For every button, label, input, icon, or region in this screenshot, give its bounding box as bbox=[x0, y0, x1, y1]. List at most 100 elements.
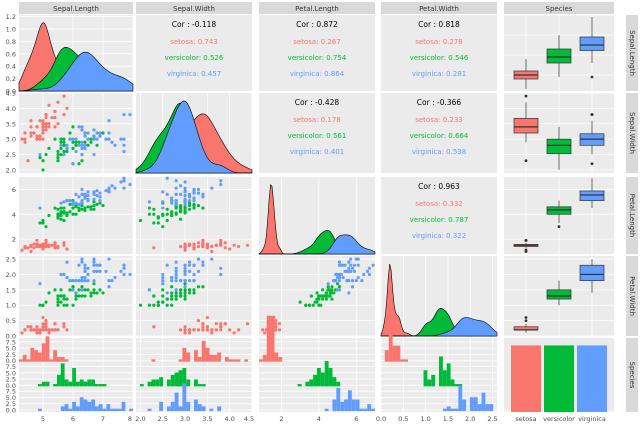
histogram-bar-versicolor bbox=[68, 381, 73, 387]
scatter-point-virginica bbox=[65, 146, 69, 150]
x-tick-label: 4.0 bbox=[225, 415, 235, 423]
scatter-point-virginica bbox=[347, 269, 351, 273]
scatter-point-versicolor bbox=[92, 207, 96, 211]
correlation-virginica: virginica: 0.281 bbox=[412, 70, 466, 78]
scatter-point-setosa bbox=[237, 244, 241, 249]
boxplot-box-virginica bbox=[579, 264, 605, 281]
scatter-point-virginica bbox=[183, 180, 187, 184]
scatter-point-virginica bbox=[80, 288, 84, 292]
scatter-point-virginica bbox=[161, 272, 165, 277]
scatter-point-setosa bbox=[183, 325, 187, 329]
scatter-point-versicolor bbox=[170, 213, 174, 218]
histogram-bar-setosa bbox=[278, 357, 283, 362]
column-strip bbox=[19, 2, 133, 14]
scatter-point-versicolor bbox=[330, 285, 334, 289]
correlation-setosa: setosa: 0.178 bbox=[293, 116, 341, 124]
scatter-point-virginica bbox=[349, 257, 353, 261]
scatter-point-versicolor bbox=[174, 294, 178, 298]
histogram-bar-versicolor bbox=[102, 384, 107, 387]
histogram-bar-virginica bbox=[102, 408, 107, 411]
histogram-bar-setosa bbox=[201, 341, 206, 362]
scatter-point-virginica bbox=[83, 146, 87, 150]
scatter-point-setosa bbox=[232, 331, 236, 335]
scatter-point-virginica bbox=[161, 279, 165, 283]
scatter-point-versicolor bbox=[322, 294, 327, 298]
y-tick-label: 1.0 bbox=[6, 25, 16, 33]
scatter-point-setosa bbox=[274, 325, 278, 329]
scatter-point-setosa bbox=[219, 328, 223, 332]
scatter-point-versicolor bbox=[86, 205, 90, 209]
scatter-point-setosa bbox=[196, 319, 201, 323]
scatter-point-setosa bbox=[183, 244, 187, 249]
histogram-bar-virginica bbox=[481, 392, 486, 411]
scatter-point-setosa bbox=[44, 242, 48, 246]
scatter-point-versicolor bbox=[77, 288, 81, 292]
y-tick-label: 0.5 bbox=[6, 317, 16, 325]
scatter-point-versicolor bbox=[170, 297, 174, 301]
histogram-bar-versicolor bbox=[151, 379, 156, 387]
x-tick-label-species: versicolor bbox=[543, 415, 575, 423]
scatter-point-versicolor bbox=[53, 206, 57, 210]
scatter-point-setosa bbox=[47, 331, 51, 335]
histogram-bar-setosa bbox=[404, 359, 409, 362]
scatter-point-virginica bbox=[92, 191, 96, 195]
histogram-bar-virginica bbox=[347, 390, 352, 411]
scatter-point-versicolor bbox=[156, 303, 160, 307]
scatter-point-setosa bbox=[35, 328, 39, 332]
scatter-point-setosa bbox=[56, 122, 60, 126]
correlation-setosa: setosa: 0.267 bbox=[293, 38, 341, 46]
scatter-point-virginica bbox=[83, 196, 87, 200]
scatter-point-versicolor bbox=[183, 294, 187, 298]
scatter-point-setosa bbox=[261, 328, 265, 332]
scatter-point-versicolor bbox=[192, 206, 196, 210]
histogram-bar-versicolor bbox=[147, 381, 152, 387]
scatter-point-virginica bbox=[68, 279, 72, 283]
scatter-point-virginica bbox=[107, 257, 111, 261]
histogram-bar-versicolor bbox=[159, 377, 164, 387]
scatter-point-versicolor bbox=[65, 303, 69, 307]
histogram-bar-versicolor bbox=[83, 381, 88, 387]
scatter-point-setosa bbox=[210, 328, 214, 332]
boxplot-box-virginica bbox=[579, 36, 605, 51]
histogram-bar-versicolor bbox=[72, 367, 76, 387]
scatter-point-versicolor bbox=[65, 297, 69, 301]
scatter-point-setosa bbox=[47, 125, 51, 129]
correlation-versicolor: versicolor: 0.546 bbox=[410, 54, 469, 62]
histogram-bar-virginica bbox=[64, 404, 69, 411]
histogram-bar-setosa bbox=[19, 359, 23, 362]
histogram-bar-versicolor bbox=[328, 367, 333, 387]
y-tick-label: 4.0 bbox=[6, 105, 16, 113]
column-strip-label: Petal.Length bbox=[295, 5, 339, 13]
species-bar-setosa bbox=[511, 345, 541, 412]
scatter-point-virginica bbox=[196, 257, 201, 261]
correlation-virginica: virginica: 0.457 bbox=[167, 70, 221, 78]
scatter-point-versicolor bbox=[68, 210, 72, 214]
scatter-point-versicolor bbox=[179, 217, 183, 221]
histogram-bar-versicolor bbox=[439, 356, 443, 387]
scatter-point-virginica bbox=[95, 269, 99, 273]
scatter-point-virginica bbox=[77, 195, 81, 199]
scatter-point-virginica bbox=[65, 260, 69, 264]
scatter-point-setosa bbox=[38, 244, 42, 249]
scatter-point-virginica bbox=[119, 180, 123, 184]
scatter-point-virginica bbox=[326, 282, 330, 286]
correlation-total: Cor : -0.366 bbox=[417, 98, 462, 107]
scatter-point-virginica bbox=[165, 291, 169, 295]
scatter-point-setosa bbox=[214, 322, 218, 326]
histogram-bar-versicolor bbox=[166, 379, 171, 387]
scatter-point-versicolor bbox=[335, 282, 340, 286]
scatter-point-versicolor bbox=[59, 140, 63, 144]
scatter-point-versicolor bbox=[71, 303, 75, 307]
scatter-point-setosa bbox=[32, 131, 36, 135]
y-tick-label: 0.2 bbox=[6, 75, 16, 83]
histogram-bar-virginica bbox=[462, 399, 467, 411]
scatter-point-versicolor bbox=[59, 210, 63, 214]
scatter-point-setosa bbox=[201, 325, 205, 329]
scatter-point-virginica bbox=[347, 291, 351, 295]
scatter-point-setosa bbox=[196, 244, 201, 249]
scatter-point-virginica bbox=[122, 263, 126, 267]
scatter-point-versicolor bbox=[71, 206, 75, 210]
scatter-point-virginica bbox=[183, 272, 187, 277]
histogram-bar-versicolor bbox=[38, 384, 42, 387]
scatter-point-versicolor bbox=[86, 143, 90, 147]
